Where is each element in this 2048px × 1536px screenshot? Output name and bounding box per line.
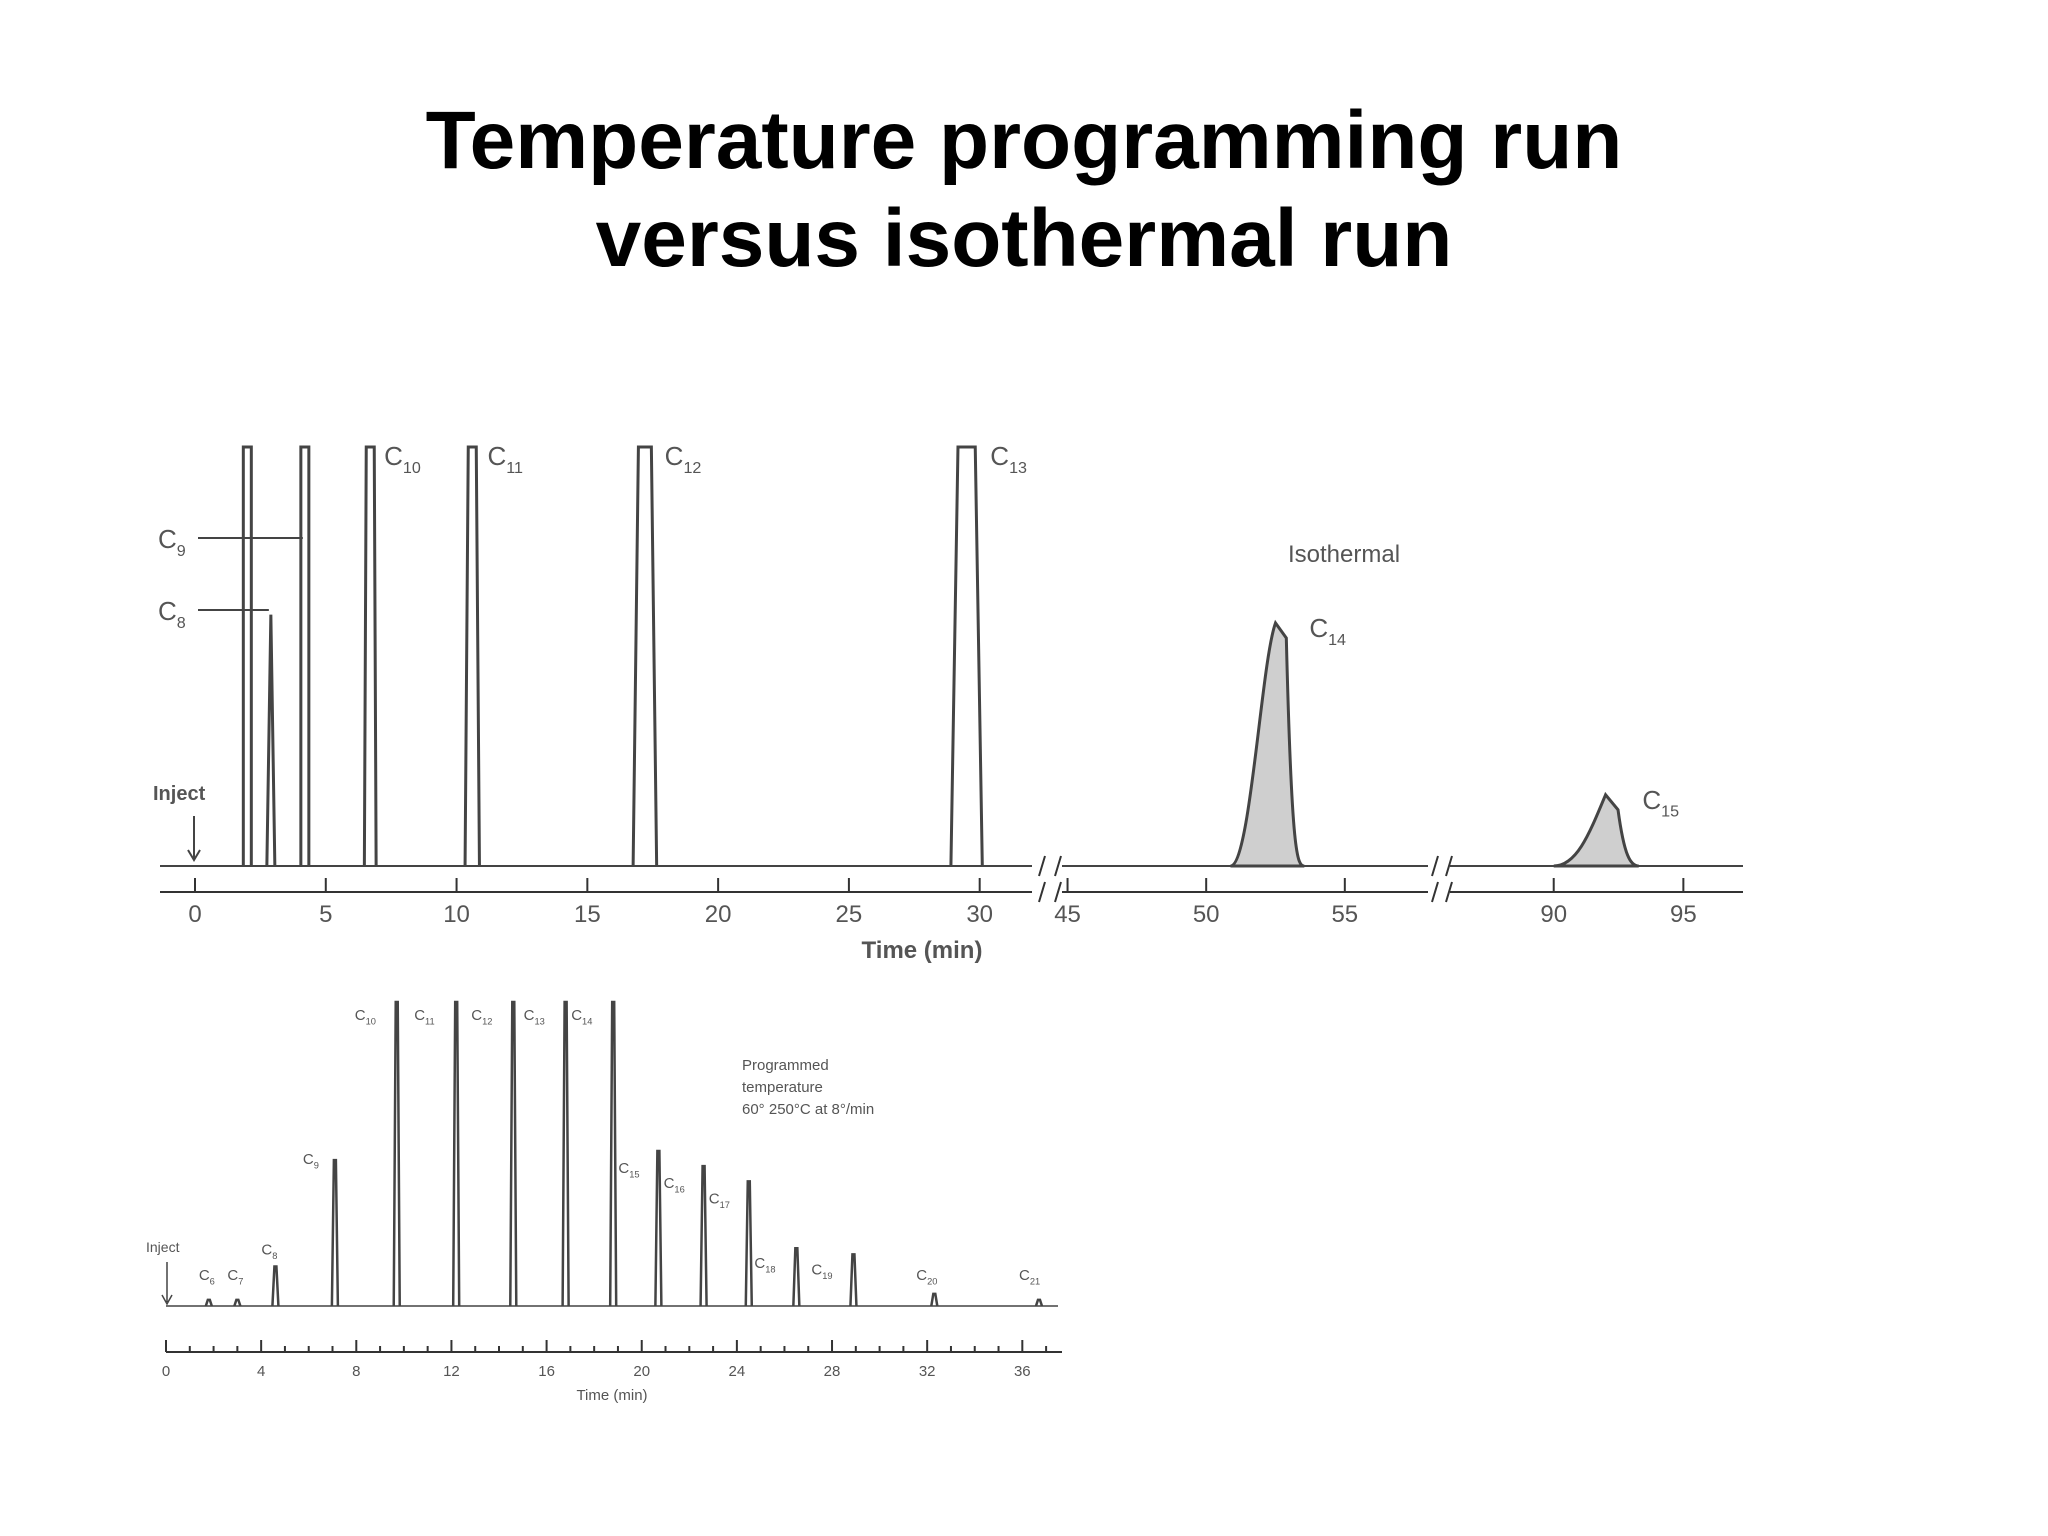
- slide-title-line2: versus isothermal run: [595, 193, 1453, 284]
- slide-title-line1: Temperature programming run: [425, 95, 1623, 186]
- isothermal-peak-c8: [265, 614, 277, 867]
- programmed-peak-label-c14: C14: [571, 1007, 592, 1027]
- programmed-peak-c21: [1034, 1298, 1044, 1307]
- programmed-peak-c15: [654, 1149, 663, 1307]
- isothermal-peak-label-c12: C12: [665, 441, 702, 477]
- isothermal-peak-c10: [362, 445, 378, 867]
- isothermal-x-tick-label: 50: [1193, 901, 1220, 928]
- isothermal-chromatogram: C8 C9 C10 C11 C12 C13 C14 C15 0 5 10 15 20 25 30 45 50 55…: [153, 441, 1743, 964]
- isothermal-peak-solvent: [241, 445, 253, 866]
- programmed-peak-c7: [233, 1298, 242, 1307]
- isothermal-x-tick-label: 95: [1670, 901, 1697, 928]
- isothermal-peak-c11: [463, 445, 481, 867]
- isothermal-x-tick-label: 0: [188, 901, 201, 928]
- programmed-peak-label-c18: C18: [754, 1255, 775, 1275]
- programmed-peak-c16: [699, 1164, 708, 1307]
- isothermal-x-tick-label: 25: [836, 901, 863, 928]
- programmed-peak-label-c8: C8: [261, 1241, 277, 1261]
- isothermal-peak-label-c11: C11: [487, 441, 523, 477]
- programmed-peak-c10: [392, 1000, 401, 1307]
- isothermal-peak-c9: [299, 445, 311, 866]
- isothermal-peak-label-c9: C9: [158, 524, 186, 560]
- isothermal-peak-c13: [949, 445, 984, 867]
- isothermal-x-tick-label: 5: [319, 901, 332, 928]
- isothermal-x-tick-label: 30: [966, 901, 993, 928]
- isothermal-annotation: Isothermal: [1288, 541, 1400, 568]
- programmed-x-tick-label: 4: [257, 1363, 265, 1380]
- programmed-peak-label-c10: C10: [355, 1007, 376, 1027]
- programmed-peak-c13: [561, 1000, 570, 1307]
- programmed-inject-label: Inject: [146, 1239, 180, 1255]
- programmed-peak-label-c16: C16: [664, 1175, 685, 1195]
- programmed-peak-label-c15: C15: [618, 1160, 639, 1180]
- isothermal-x-tick-label: 45: [1054, 901, 1081, 928]
- programmed-x-tick-label: 24: [729, 1363, 746, 1380]
- isothermal-peak-label-c13: C13: [990, 441, 1027, 477]
- isothermal-peak-label-c15: C15: [1642, 785, 1679, 821]
- programmed-inject-arrow: [161, 1262, 173, 1306]
- programmed-peak-c20: [930, 1292, 939, 1307]
- programmed-peak-label-c6: C6: [199, 1267, 215, 1287]
- programmed-peak-c6: [204, 1298, 214, 1307]
- programmed-annotation-line-2: temperature: [742, 1079, 823, 1096]
- isothermal-peak-c14: [1229, 619, 1305, 868]
- programmed-peak-c9: [330, 1158, 340, 1307]
- isothermal-x-tick-label: 20: [705, 901, 732, 928]
- programmed-x-tick-label: 36: [1014, 1363, 1031, 1380]
- programmed-peak-c12: [509, 1000, 518, 1307]
- programmed-x-tick-label: 32: [919, 1363, 936, 1380]
- programmed-peak-c11: [451, 1000, 461, 1307]
- slide-title: Temperature programming run versus isoth…: [0, 92, 2048, 288]
- isothermal-x-tick-label: 55: [1331, 901, 1358, 928]
- programmed-peak-label-c19: C19: [811, 1261, 832, 1281]
- programmed-peak-label-c11: C11: [414, 1007, 435, 1027]
- programmed-peak-label-c7: C7: [227, 1267, 243, 1287]
- programmed-peak-label-c17: C17: [709, 1190, 730, 1210]
- programmed-peak-c18: [792, 1246, 801, 1307]
- baseline-break-mark-2: [1431, 855, 1453, 877]
- programmed-peak-label-c9: C9: [303, 1151, 319, 1171]
- programmed-peak-label-c20: C20: [916, 1267, 937, 1287]
- programmed-x-axis-label: Time (min): [576, 1387, 647, 1404]
- isothermal-peak-label-c14: C14: [1309, 613, 1346, 649]
- programmed-chromatogram: C6 C7 C8 C9 C10 C11 C12 C13 C14 C15 C16 C17 C18 C19 C2…: [146, 1000, 1062, 1404]
- isothermal-peak-label-c10: C10: [384, 441, 421, 477]
- axis-break-mark-2: [1431, 881, 1453, 903]
- isothermal-peak-c12: [631, 445, 659, 867]
- programmed-peak-label-c21: C21: [1019, 1267, 1040, 1287]
- programmed-peak-c14: [608, 1000, 618, 1307]
- isothermal-peak-label-c8: C8: [158, 596, 186, 632]
- isothermal-x-axis-label: Time (min): [862, 937, 983, 964]
- programmed-annotation-line-3: 60° 250°C at 8°/min: [742, 1101, 874, 1118]
- programmed-x-tick-label: 16: [538, 1363, 555, 1380]
- programmed-peak-label-c13: C13: [524, 1007, 545, 1027]
- programmed-peak-c8: [271, 1265, 280, 1307]
- isothermal-x-tick-label: 15: [574, 901, 601, 928]
- isothermal-inject-arrow: [187, 816, 201, 862]
- programmed-x-tick-label: 0: [162, 1363, 170, 1380]
- isothermal-peak-c15: [1553, 791, 1639, 868]
- programmed-annotation-line-1: Programmed: [742, 1057, 829, 1074]
- isothermal-x-tick-label: 10: [443, 901, 470, 928]
- isothermal-inject-label: Inject: [153, 783, 206, 805]
- programmed-peak-c17: [744, 1180, 754, 1307]
- programmed-peak-c19: [849, 1253, 858, 1307]
- programmed-x-tick-label: 12: [443, 1363, 460, 1380]
- baseline-break-mark-1: [1038, 855, 1062, 877]
- programmed-peak-label-c12: C12: [471, 1007, 492, 1027]
- programmed-x-tick-label: 8: [352, 1363, 360, 1380]
- programmed-x-tick-label: 28: [824, 1363, 841, 1380]
- axis-break-mark-1: [1038, 881, 1062, 903]
- programmed-x-tick-label: 20: [633, 1363, 650, 1380]
- isothermal-x-tick-label: 90: [1540, 901, 1567, 928]
